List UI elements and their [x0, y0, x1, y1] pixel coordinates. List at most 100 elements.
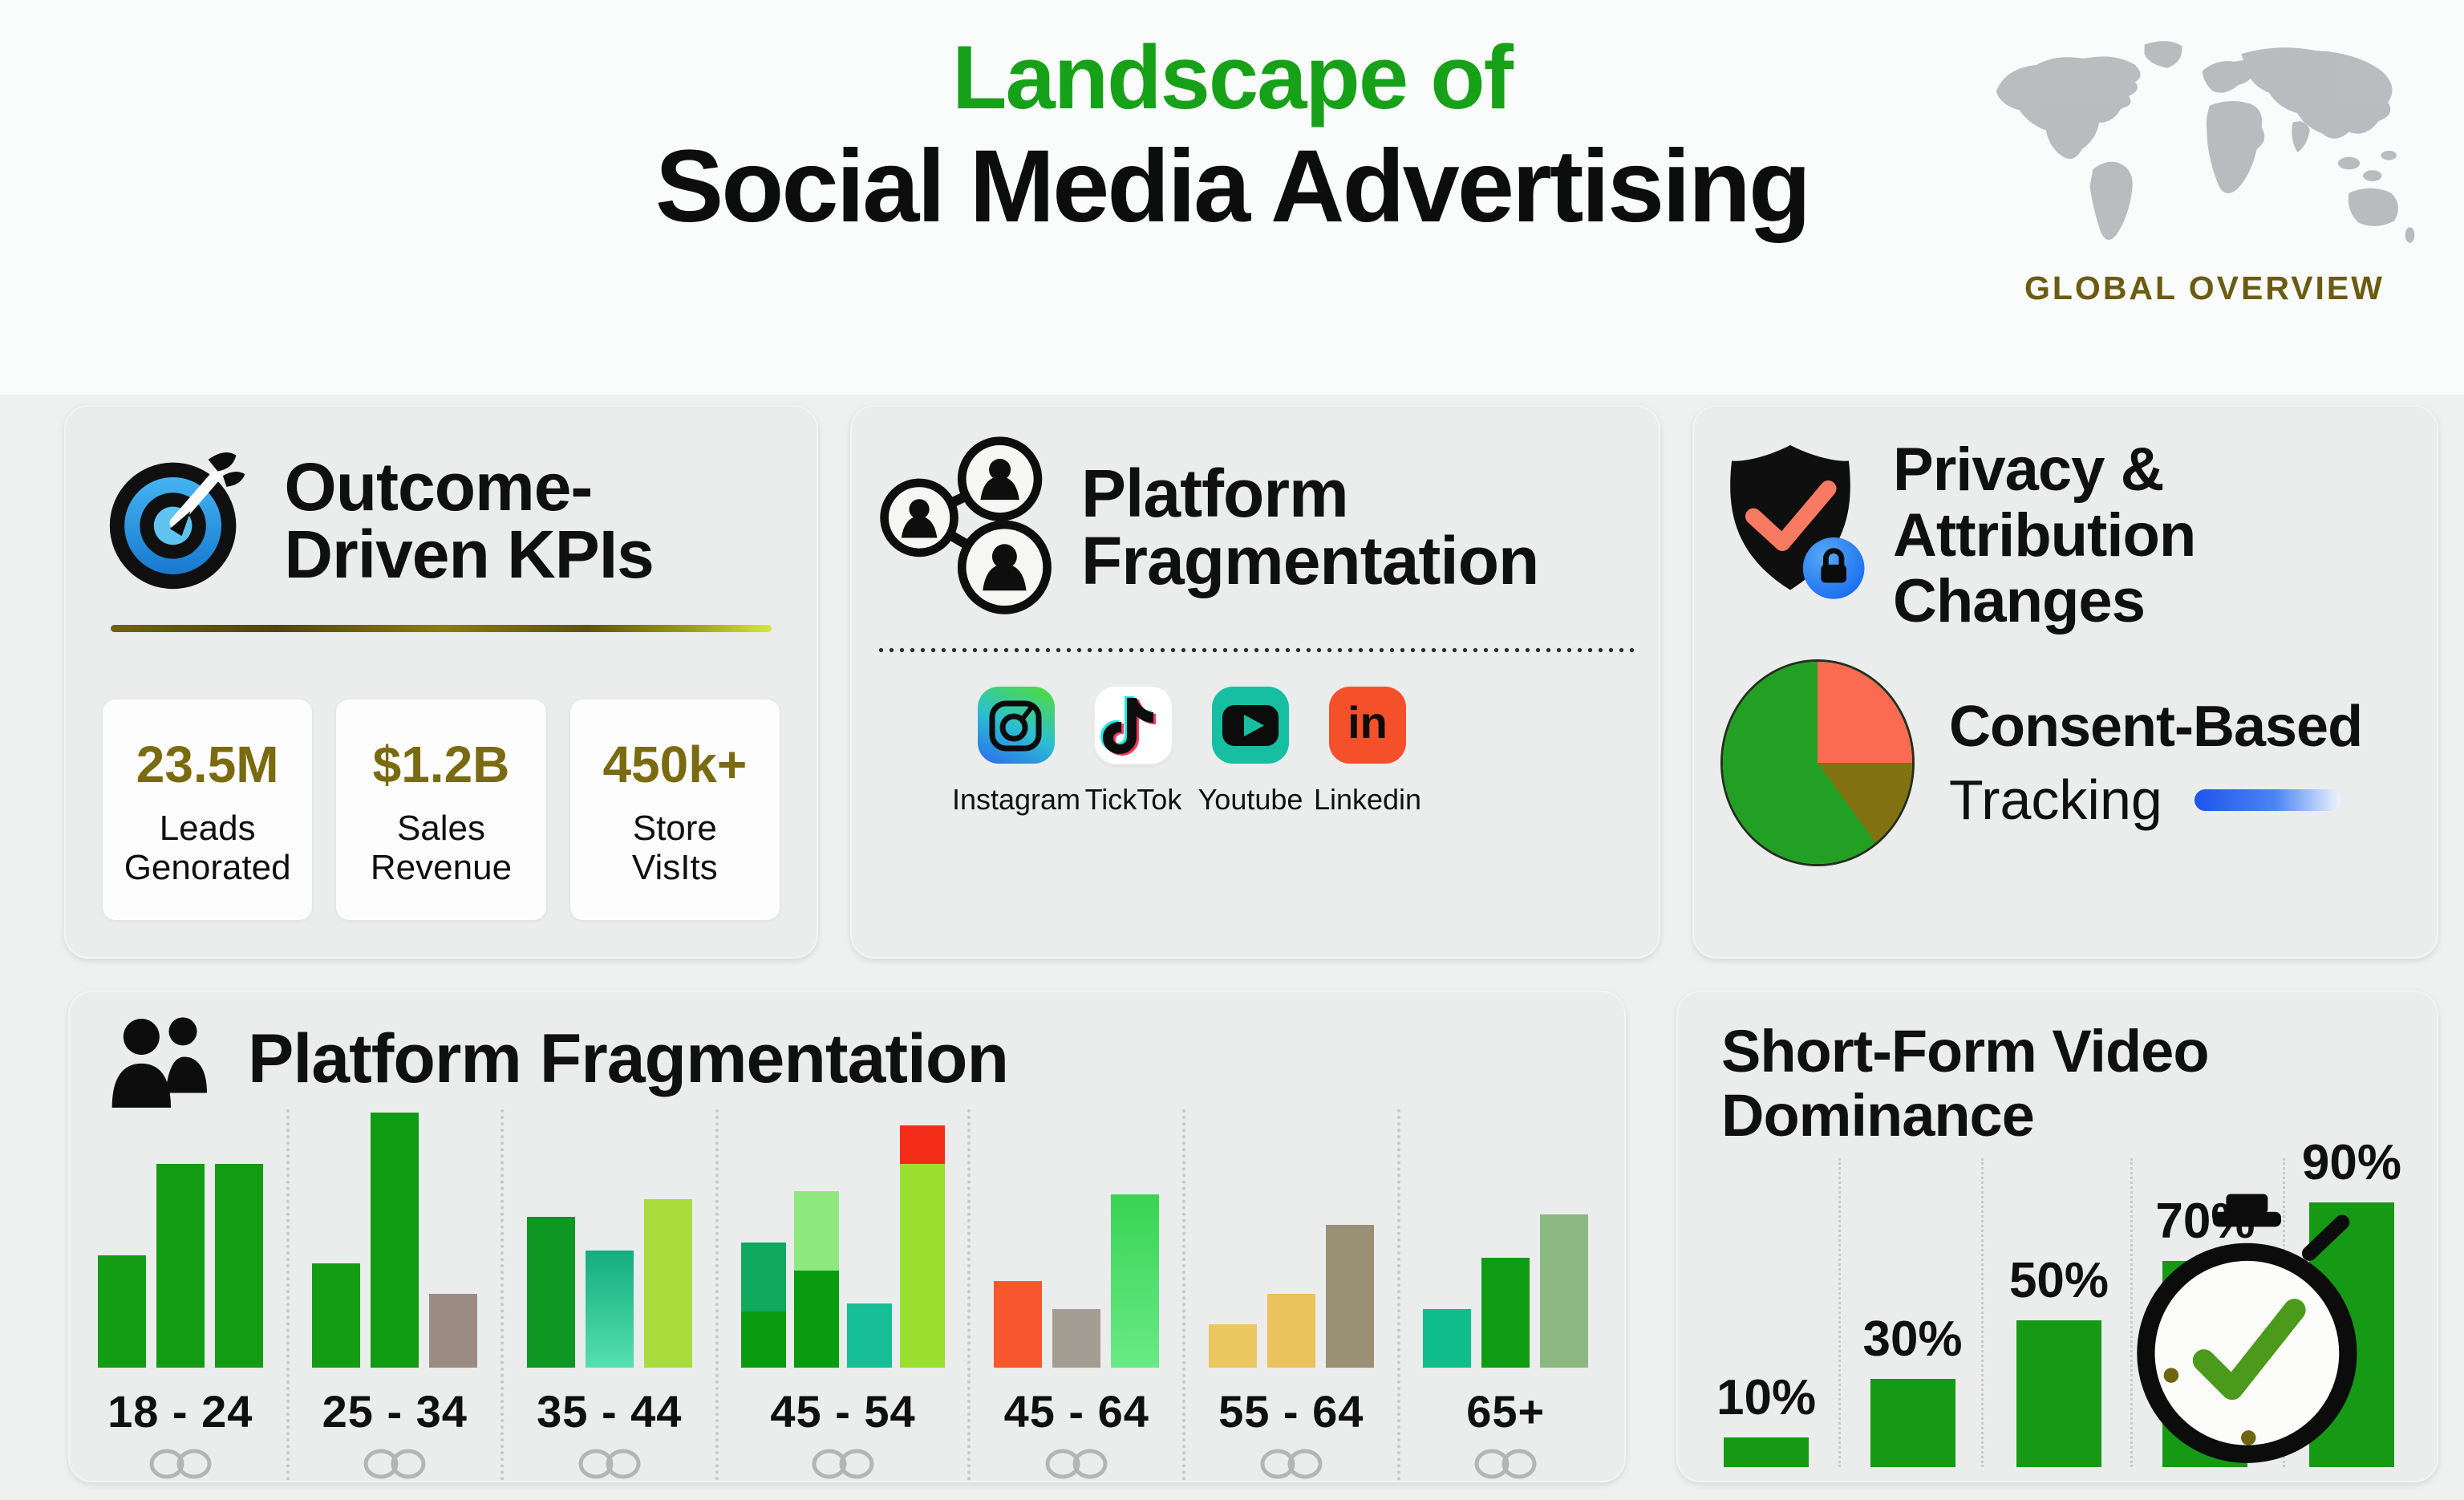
consent-text: Consent-Based Tracking	[1949, 694, 2363, 832]
linked-rings-icon	[149, 1449, 212, 1479]
bar	[1870, 1378, 1955, 1467]
bar	[643, 1199, 692, 1368]
stat-leads: 23.5M Leads Genorated	[103, 699, 313, 920]
linked-rings-icon	[1474, 1449, 1537, 1479]
age-group-label: 45 - 64	[1003, 1386, 1149, 1437]
linked-rings-icon	[1045, 1449, 1108, 1479]
platform-icons-row: Instagram TickTok	[952, 687, 1660, 817]
bar	[1266, 1294, 1315, 1368]
shield-check-lock-icon	[1730, 445, 1865, 599]
bar	[429, 1294, 478, 1368]
instagram-icon	[978, 687, 1055, 764]
bar	[1208, 1324, 1257, 1368]
age-group-55-64: 55 - 64	[1182, 1109, 1397, 1481]
bar	[1481, 1258, 1530, 1368]
age-group-label: 18 - 24	[107, 1386, 253, 1437]
bar	[741, 1243, 787, 1368]
dotted-separator	[1981, 1157, 1984, 1467]
age-chart-header: Platform Fragmentation	[68, 991, 1626, 1109]
page-title-accent: Landscape of	[952, 27, 1514, 128]
age-group-65+: 65+	[1396, 1109, 1612, 1481]
platform-ticktok: TickTok	[1084, 687, 1182, 817]
global-overview: GLOBAL OVERVIEW	[1974, 30, 2435, 307]
video-bar-30%: 30%	[1862, 1311, 1963, 1467]
bar	[526, 1217, 575, 1368]
age-group-45-64: 45 - 64	[967, 1109, 1182, 1481]
consent-subtitle: Tracking	[1949, 768, 2162, 832]
bar	[312, 1263, 361, 1368]
privacy-card-body: Consent-Based Tracking	[1692, 634, 2438, 865]
age-group-18-24: 18 - 24	[75, 1109, 286, 1481]
dotted-divider	[876, 647, 1635, 653]
stat-leads-value: 23.5M	[136, 736, 279, 793]
target-dart-icon	[109, 452, 245, 590]
bar	[214, 1164, 263, 1368]
platform-instagram: Instagram	[952, 687, 1080, 817]
card-platform-fragmentation: Platform Fragmentation Instagram	[850, 405, 1660, 959]
video-bar-10%: 10%	[1716, 1369, 1816, 1467]
olive-divider	[111, 625, 772, 632]
platform-card-header: Platform Fragmentation	[850, 405, 1660, 620]
linked-rings-icon	[812, 1449, 874, 1479]
age-group-35-44: 35 - 44	[500, 1109, 715, 1481]
stat-revenue-value: $1.2B	[372, 736, 510, 793]
video-bar-value-label: 50%	[2008, 1252, 2109, 1308]
instagram-label: Instagram	[951, 783, 1081, 816]
bar	[900, 1125, 946, 1368]
bar	[1052, 1309, 1101, 1368]
bar	[1540, 1214, 1589, 1368]
bar	[156, 1164, 205, 1368]
age-group-label: 65+	[1466, 1386, 1546, 1437]
stat-leads-label: Leads Genorated	[124, 809, 291, 888]
age-group-45-54: 45 - 54	[715, 1109, 968, 1481]
linkedin-icon: in	[1329, 687, 1406, 764]
stat-revenue-label: Sales Revenue	[370, 809, 513, 888]
age-group-25-34: 25 - 34	[286, 1109, 501, 1481]
bar	[97, 1255, 146, 1368]
linked-rings-icon	[578, 1449, 641, 1479]
platform-card-title: Platform Fragmentation	[1081, 456, 1539, 598]
youtube-label: Youtube	[1198, 783, 1303, 816]
bar	[1724, 1437, 1810, 1467]
card-short-form-video: Short-Form Video Dominance 10% 30% 50% 70% 9…	[1676, 991, 2438, 1482]
platform-linkedin: in Linkedin	[1314, 687, 1421, 817]
ticktok-icon	[1095, 687, 1172, 764]
bar	[794, 1191, 840, 1368]
video-bar-value-label: 30%	[1862, 1311, 1963, 1367]
bar	[1325, 1225, 1374, 1368]
stat-visits-value: 450k+	[602, 736, 748, 793]
linked-rings-icon	[363, 1449, 426, 1479]
dotted-separator	[2130, 1157, 2133, 1467]
stat-visits-label: Store VisIts	[631, 809, 718, 888]
age-group-label: 35 - 44	[537, 1386, 683, 1437]
card-privacy-attribution: Privacy & Attribution Changes Consent-Ba…	[1692, 405, 2438, 959]
page-title-main: Social Media Advertising	[654, 129, 1811, 245]
linked-rings-icon	[1260, 1449, 1323, 1479]
bar	[2016, 1320, 2101, 1467]
bar	[847, 1303, 893, 1368]
bar	[1423, 1309, 1472, 1368]
kpi-card-title: Outcome-Driven KPIs	[284, 449, 654, 592]
two-people-icon	[111, 1017, 207, 1108]
dotted-separator	[1838, 1157, 1841, 1467]
people-network-icon	[880, 436, 1052, 614]
page-title: Landscape of Social Media Advertising	[0, 0, 2464, 240]
kpi-card-header: Outcome-Driven KPIs	[64, 405, 818, 601]
bar	[585, 1251, 634, 1368]
age-group-label: 55 - 64	[1218, 1386, 1364, 1437]
video-bar-value-label: 90%	[2301, 1134, 2401, 1190]
privacy-card-header: Privacy & Attribution Changes	[1692, 405, 2438, 634]
linkedin-label: Linkedin	[1313, 783, 1422, 816]
card-age-fragmentation-chart: Platform Fragmentation 18 - 24 25 - 34 35 …	[68, 991, 1626, 1482]
age-group-label: 25 - 34	[322, 1386, 468, 1437]
consent-title: Consent-Based	[1949, 695, 2363, 760]
bar	[994, 1281, 1043, 1368]
youtube-icon	[1212, 687, 1289, 764]
global-overview-label: GLOBAL OVERVIEW	[2024, 270, 2385, 306]
blue-progress-pill	[2194, 789, 2340, 811]
stat-revenue: $1.2B Sales Revenue	[336, 699, 546, 920]
consent-pie-chart	[1723, 662, 1912, 865]
bar	[371, 1113, 419, 1368]
card-outcome-kpis: Outcome-Driven KPIs 23.5M Leads Genorate…	[64, 405, 818, 959]
